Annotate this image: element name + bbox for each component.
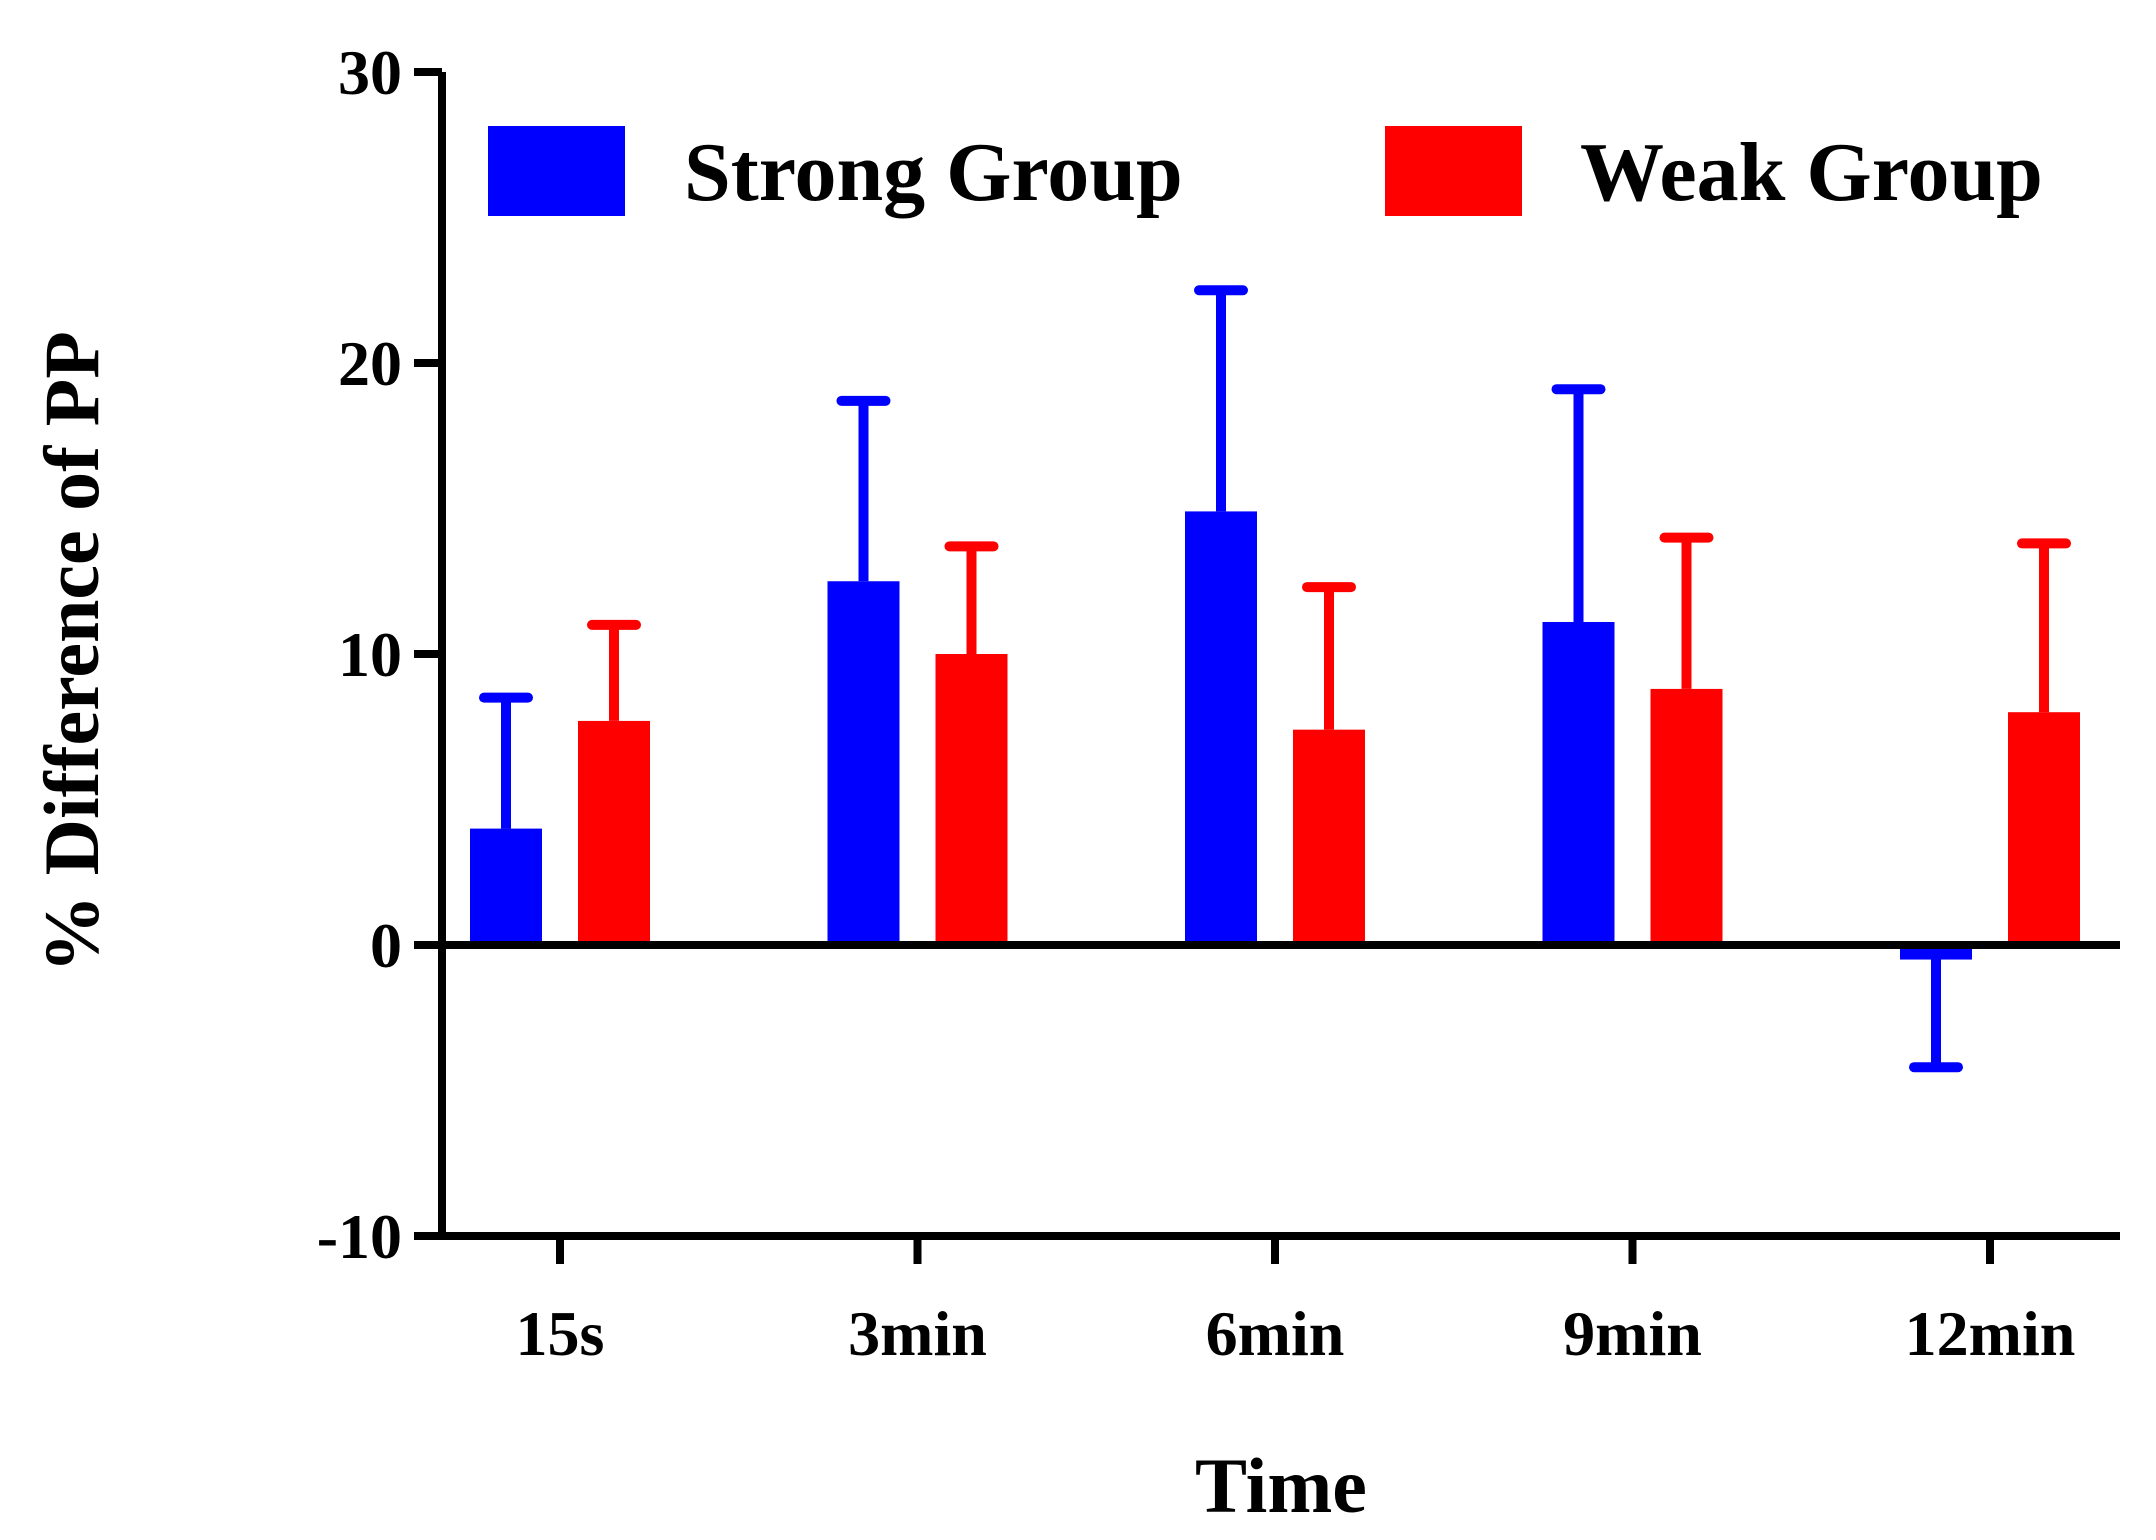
- x-tick-label: 15s: [516, 1298, 605, 1369]
- bar-3min-weak: [935, 654, 1008, 945]
- x-axis-title: Time: [1195, 1442, 1367, 1529]
- bar-15s-weak: [578, 720, 650, 945]
- bar-6min-weak: [1293, 729, 1365, 945]
- bar-15s-strong: [470, 828, 542, 945]
- legend-swatch-strong: [488, 126, 625, 216]
- y-tick-label: 20: [338, 328, 402, 399]
- y-tick-label: 10: [338, 619, 402, 690]
- x-tick-label: 12min: [1905, 1298, 2076, 1369]
- legend-swatch-weak: [1385, 126, 1522, 216]
- legend-label-weak: Weak Group: [1580, 126, 2043, 219]
- y-tick-label: 0: [370, 910, 402, 981]
- axes-layer: -10 0 10 20 30 15s 3min 6min 9min 12min: [317, 37, 2120, 1369]
- bar-3min-strong: [827, 581, 900, 945]
- bar-6min-strong: [1185, 511, 1257, 945]
- y-tick-label: -10: [317, 1201, 402, 1272]
- x-tick-label: 6min: [1206, 1298, 1345, 1369]
- y-axis-title: % Difference of PP: [28, 331, 115, 973]
- bars-layer: [470, 285, 2080, 1073]
- bar-12min-weak: [2008, 712, 2080, 945]
- bar-9min-weak: [1650, 688, 1723, 945]
- y-tick-label: 30: [338, 37, 402, 108]
- x-tick-label: 3min: [848, 1298, 987, 1369]
- legend-label-strong: Strong Group: [684, 126, 1183, 219]
- bar-9min-strong: [1542, 621, 1615, 945]
- x-tick-label: 9min: [1563, 1298, 1702, 1369]
- legend: Strong Group Weak Group: [488, 126, 2043, 219]
